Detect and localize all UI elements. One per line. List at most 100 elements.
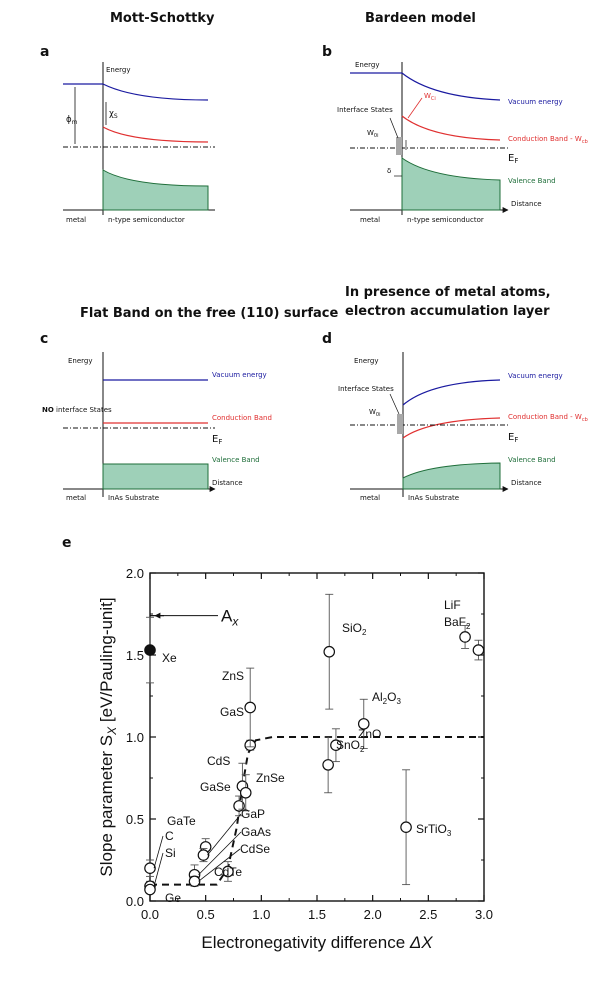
- label-zns: ZnS: [222, 669, 244, 683]
- vacuum-energy-curve: [401, 72, 501, 101]
- valence-band-fill: [401, 157, 501, 211]
- substrate-label: InAs Substrate: [108, 494, 159, 502]
- label-cds: CdS: [207, 754, 230, 768]
- marker: [322, 759, 334, 771]
- phi-label: ϕm: [66, 115, 78, 126]
- label-gase: GaSe: [200, 780, 231, 794]
- metal-label: metal: [66, 494, 86, 502]
- data-points: [144, 593, 485, 896]
- wci-arrow: [407, 97, 423, 119]
- point-gap: [197, 848, 210, 863]
- panel-b-title: Bardeen model: [365, 11, 476, 26]
- marker: [222, 865, 234, 878]
- label-cdse: CdSe: [240, 842, 270, 856]
- distance-label: Distance: [511, 479, 542, 487]
- point-zns: [244, 667, 256, 748]
- label-al2o3: Al2O3: [372, 690, 401, 706]
- fermi-label: EF: [508, 153, 518, 165]
- label-gas: GaS: [220, 705, 244, 719]
- label-c: C: [165, 829, 174, 843]
- y-tick-label: 2.0: [126, 566, 144, 581]
- distance-label: Distance: [212, 479, 243, 487]
- x-tick-label: 1.0: [252, 907, 270, 922]
- no-interface-states-label: NO interface States: [42, 406, 112, 414]
- point-cdte: [222, 861, 234, 882]
- interface-states-block: [397, 414, 403, 434]
- marker: [323, 645, 336, 658]
- marker: [472, 644, 485, 656]
- point-ge: [144, 883, 156, 896]
- label-gate: GaTe: [167, 814, 196, 828]
- interface-states-pointer: [389, 393, 400, 415]
- panel-d-title-line2: electron accumulation layer: [345, 304, 550, 319]
- point-cdse: [188, 875, 201, 888]
- y-axis-label: Slope parameter SX [eV/Pauling-unit]: [97, 597, 119, 876]
- vacuum-energy-curve: [402, 379, 501, 406]
- conduction-band-curve: [102, 126, 209, 143]
- fermi-label: EF: [212, 434, 222, 446]
- label-gaas: GaAs: [241, 825, 271, 839]
- point-sno2: [322, 736, 334, 794]
- point-xe: [144, 616, 156, 684]
- marker: [188, 875, 201, 888]
- point-labels: Xe C Si Ge GaTe GaP GaAs CdSe CdTe GaSe …: [162, 598, 471, 905]
- point-gase: [233, 795, 245, 817]
- label-sio2: SiO2: [342, 621, 367, 637]
- semiconductor-label: n-type semiconductor: [407, 216, 484, 224]
- x-tick-label: 1.5: [308, 907, 326, 922]
- marker: [197, 849, 210, 861]
- marker: [400, 821, 412, 833]
- interface-states-pointer: [389, 117, 399, 139]
- panel-c-letter: c: [40, 331, 48, 347]
- label-znse: ZnSe: [256, 771, 285, 785]
- conduction-band-curve: [402, 417, 501, 439]
- leader-line: [153, 835, 164, 869]
- valence-band-label: Valence Band: [508, 456, 556, 464]
- energy-label: Energy: [106, 66, 131, 74]
- w0i-label: W0i: [367, 129, 379, 139]
- label-gap: GaP: [241, 807, 265, 821]
- panel-e: e 0.0 0.5 1.0 1.5 2.0 2.5 3.0 0.0 0.5 1.0 1.5 2.0 A…: [62, 535, 493, 952]
- distance-label: Distance: [511, 200, 542, 208]
- label-lif: LiF: [444, 598, 461, 612]
- marker: [144, 862, 156, 874]
- label-cdte: CdTe: [214, 865, 242, 879]
- marker: [244, 701, 256, 714]
- metal-label: metal: [66, 216, 86, 224]
- point-lif: [459, 625, 471, 649]
- marker: [459, 631, 471, 643]
- panel-d-title-line1: In presence of metal atoms,: [345, 285, 551, 300]
- point-c: [144, 859, 156, 877]
- vacuum-energy-label: Vacuum energy: [508, 372, 563, 380]
- marker: [233, 800, 245, 812]
- ax-label: Ax: [221, 607, 239, 629]
- label-si: Si: [165, 846, 176, 860]
- y-tick-label: 0.5: [126, 812, 144, 827]
- vacuum-energy-label: Vacuum energy: [508, 98, 563, 106]
- vacuum-energy-curve: [102, 83, 209, 101]
- leader-line: [198, 848, 241, 882]
- leader-line: [198, 831, 242, 876]
- marker: [144, 644, 156, 656]
- conduction-band-label: Conduction Band - Wcb: [508, 135, 588, 145]
- marker: [357, 718, 370, 730]
- x-tick-label: 2.0: [364, 907, 382, 922]
- panel-d: In presence of metal atoms, electron acc…: [322, 285, 588, 502]
- w0i-label: W0i: [369, 408, 381, 418]
- point-sio2: [323, 593, 336, 710]
- metal-label: metal: [360, 494, 380, 502]
- marker: [239, 786, 252, 799]
- wci-label: WCi: [424, 92, 436, 102]
- valence-band-fill: [402, 462, 501, 490]
- point-baf2: [472, 639, 485, 661]
- panel-a-title: Mott-Schottky: [110, 11, 215, 26]
- point-zno: [330, 728, 342, 763]
- panel-e-letter: e: [62, 535, 72, 551]
- vacuum-energy-label: Vacuum energy: [212, 371, 267, 379]
- axis-ticks: 0.0 0.5 1.0 1.5 2.0 2.5 3.0 0.0 0.5 1.0 1.5 2.0: [126, 566, 493, 922]
- point-srtio3: [400, 769, 412, 886]
- point-znse: [239, 774, 252, 812]
- label-xe: Xe: [162, 651, 177, 665]
- x-tick-label: 0.0: [141, 907, 159, 922]
